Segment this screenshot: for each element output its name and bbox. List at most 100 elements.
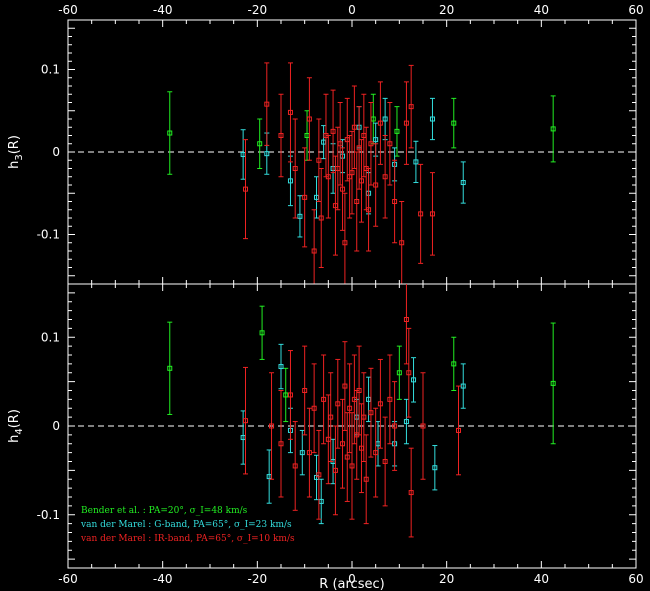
x-tick-label-top: 20	[439, 3, 454, 17]
data-point	[358, 178, 364, 184]
data-point	[368, 410, 374, 416]
data-point	[328, 414, 334, 420]
y-tick-label: -0.1	[37, 508, 60, 522]
data-point	[264, 101, 270, 107]
data-point	[368, 141, 374, 147]
data-point	[278, 441, 284, 447]
data-point	[335, 401, 341, 407]
data-point	[340, 441, 346, 447]
data-point	[278, 364, 284, 370]
data-point	[349, 463, 355, 469]
data-layer	[167, 62, 556, 284]
data-point	[340, 186, 346, 192]
x-tick-label: 0	[348, 572, 356, 586]
data-point	[373, 137, 379, 143]
data-point	[429, 211, 435, 217]
data-point	[456, 427, 461, 433]
data-point	[363, 476, 369, 482]
data-point	[342, 383, 348, 389]
x-tick-label-top: 0	[348, 3, 356, 17]
legend-entry: van der Marel : IR-band, PA=65°, σ_I=10 …	[80, 534, 295, 544]
data-point	[403, 120, 409, 126]
data-point	[243, 186, 248, 192]
data-point	[408, 104, 414, 110]
data-point	[377, 401, 383, 407]
data-point	[321, 396, 327, 402]
data-point	[429, 116, 435, 122]
data-point	[382, 116, 388, 122]
data-point	[356, 388, 362, 393]
x-tick-label: -40	[153, 572, 173, 586]
data-point	[302, 194, 308, 200]
data-point	[396, 370, 402, 376]
data-point	[332, 467, 338, 473]
data-point	[269, 423, 275, 429]
data-point	[382, 174, 388, 180]
x-tick-label: 40	[534, 572, 549, 586]
data-point	[344, 454, 350, 460]
legend-entry: van der Marel : G-band, PA=65°, σ_I=23 k…	[80, 520, 292, 530]
x-tick-label: 20	[439, 572, 454, 586]
x-tick-label: -20	[248, 572, 268, 586]
panel-bottom: -0.1 0 0.1 h4(R) -60 -40 -20 0 20 40 60 R (arcsec) B…	[7, 283, 644, 591]
x-tick-label-top: 60	[628, 3, 643, 17]
data-point	[283, 392, 289, 398]
legend-entry: Bender et al. : PA=20°, σ_I=48 km/s	[81, 506, 248, 516]
data-point	[460, 180, 466, 186]
data-point	[302, 388, 308, 393]
y-tick-label: 0.1	[41, 330, 60, 344]
x-tick-label-top: -40	[153, 3, 173, 17]
data-layer	[167, 284, 556, 538]
data-point	[287, 178, 293, 184]
data-point	[394, 128, 400, 134]
data-point	[420, 423, 426, 429]
data-point	[351, 124, 357, 130]
data-point	[387, 141, 393, 147]
data-point	[361, 414, 367, 420]
data-point	[349, 170, 355, 176]
y-tick-label: 0	[52, 145, 60, 159]
data-point	[418, 211, 424, 217]
data-point	[325, 174, 331, 180]
data-point	[406, 370, 412, 376]
data-point	[550, 126, 556, 132]
data-point	[413, 159, 419, 165]
data-point	[306, 450, 312, 456]
x-tick-label-top: 40	[534, 3, 549, 17]
data-point	[292, 166, 298, 171]
x-tick-label-top: -20	[248, 3, 268, 17]
data-point	[387, 396, 393, 402]
x-axis-label: R (arcsec)	[319, 577, 384, 591]
panel-top: -0.1 0 0.1 h3(R) -60 -40 -20 0 20 40 60	[7, 3, 644, 285]
data-point	[347, 405, 353, 411]
data-point	[411, 377, 417, 383]
data-point	[287, 109, 293, 115]
data-point	[373, 182, 379, 188]
y-tick-label: -0.1	[37, 228, 60, 242]
data-point	[403, 317, 409, 322]
x-tick-label-top: -60	[58, 3, 78, 17]
data-point	[243, 418, 248, 424]
y-axis-label: h4(R)	[7, 409, 25, 443]
data-point	[382, 459, 388, 464]
data-point	[377, 120, 383, 126]
data-point	[292, 463, 298, 469]
data-point	[432, 465, 438, 471]
data-point	[337, 141, 343, 147]
data-point	[311, 248, 317, 254]
data-point	[167, 365, 173, 371]
data-point	[408, 490, 414, 496]
y-tick-label: 0	[52, 419, 60, 433]
data-point	[403, 419, 409, 425]
data-point	[278, 133, 284, 138]
data-point	[167, 130, 173, 136]
data-point	[460, 383, 466, 389]
data-point	[287, 392, 293, 398]
y-axis-label: h3(R)	[7, 135, 25, 169]
x-tick-label: 60	[628, 572, 643, 586]
data-point	[451, 120, 457, 126]
data-point	[316, 157, 322, 163]
data-point	[373, 450, 379, 456]
data-point	[311, 405, 317, 411]
